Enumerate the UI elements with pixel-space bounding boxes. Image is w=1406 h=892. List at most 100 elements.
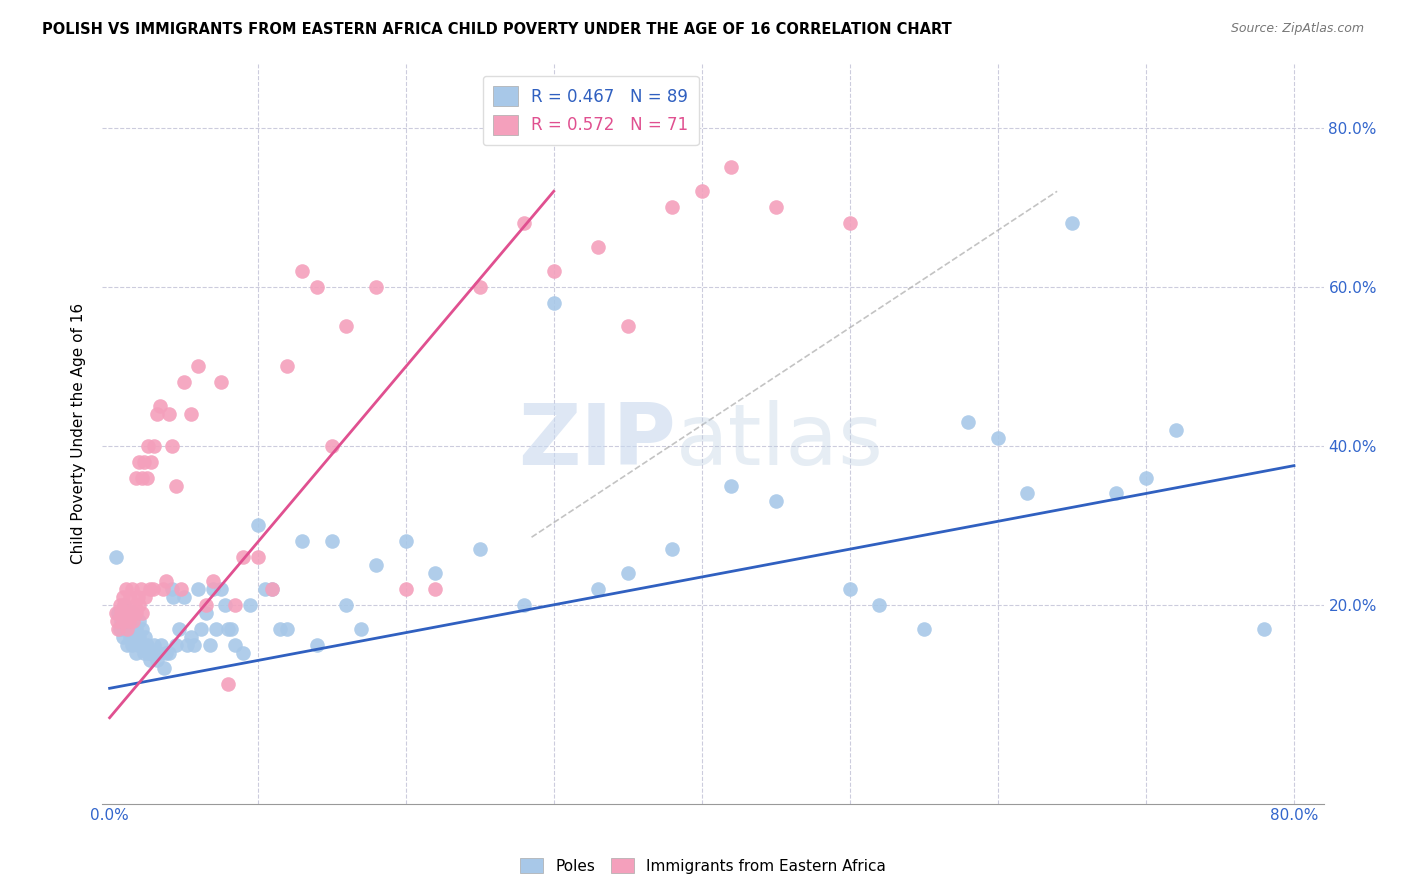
Point [957,415,980,429]
Point [205,622,228,636]
Point [1060,216,1083,230]
Point [128,614,150,628]
Point [224,638,246,652]
Point [246,518,269,533]
Point [305,279,328,293]
Point [513,216,536,230]
Point [131,622,153,636]
Legend: Poles, Immigrants from Eastern Africa: Poles, Immigrants from Eastern Africa [515,852,891,880]
Point [128,630,150,644]
Point [129,582,152,596]
Point [127,590,149,604]
Point [661,200,683,214]
Point [138,653,160,667]
Point [157,407,180,421]
Point [254,582,277,596]
Point [176,638,198,652]
Point [107,606,129,620]
Point [276,622,298,636]
Legend: R = 0.467   N = 89, R = 0.572   N = 71: R = 0.467 N = 89, R = 0.572 N = 71 [484,76,699,145]
Point [128,455,150,469]
Point [180,407,202,421]
Point [335,598,357,612]
Point [129,638,152,652]
Point [131,606,153,620]
Point [217,677,239,691]
Point [543,295,565,310]
Point [117,638,139,652]
Point [868,598,890,612]
Point [194,606,217,620]
Point [200,638,222,652]
Point [121,606,143,620]
Point [224,598,246,612]
Point [165,478,187,492]
Point [120,590,142,604]
Point [183,638,205,652]
Point [217,622,239,636]
Point [149,399,172,413]
Point [139,455,162,469]
Point [143,439,166,453]
Point [165,638,187,652]
Point [108,622,131,636]
Point [720,161,742,175]
Point [232,550,254,565]
Point [173,375,195,389]
Point [160,582,183,596]
Point [148,646,170,660]
Y-axis label: Child Poverty Under the Age of 16: Child Poverty Under the Age of 16 [72,303,86,565]
Point [269,622,291,636]
Point [425,566,447,580]
Point [107,622,129,636]
Point [187,359,209,374]
Point [138,582,160,596]
Point [131,470,153,484]
Point [136,439,159,453]
Point [838,216,860,230]
Point [118,614,141,628]
Point [157,646,180,660]
Point [152,582,174,596]
Point [661,542,683,557]
Point [468,279,491,293]
Point [276,359,298,374]
Point [395,534,418,549]
Point [122,614,145,628]
Point [202,574,225,588]
Point [131,638,153,652]
Point [291,534,314,549]
Point [121,638,143,652]
Point [104,606,127,620]
Point [115,582,138,596]
Point [112,598,135,612]
Point [586,240,609,254]
Point [395,582,418,596]
Point [117,622,139,636]
Point [187,582,209,596]
Point [190,622,212,636]
Point [209,375,232,389]
Point [232,646,254,660]
Point [125,646,148,660]
Point [155,646,177,660]
Point [1253,622,1275,636]
Point [150,638,173,652]
Point [838,582,860,596]
Point [111,630,134,644]
Point [135,470,157,484]
Point [141,582,163,596]
Point [124,630,146,644]
Point [305,638,328,652]
Point [239,598,262,612]
Point [104,550,127,565]
Text: POLISH VS IMMIGRANTS FROM EASTERN AFRICA CHILD POVERTY UNDER THE AGE OF 16 CORRE: POLISH VS IMMIGRANTS FROM EASTERN AFRICA… [42,22,952,37]
Point [124,598,146,612]
Text: Source: ZipAtlas.com: Source: ZipAtlas.com [1230,22,1364,36]
Point [121,622,143,636]
Point [912,622,935,636]
Point [132,455,155,469]
Point [616,319,638,334]
Point [112,622,135,636]
Point [1105,486,1128,500]
